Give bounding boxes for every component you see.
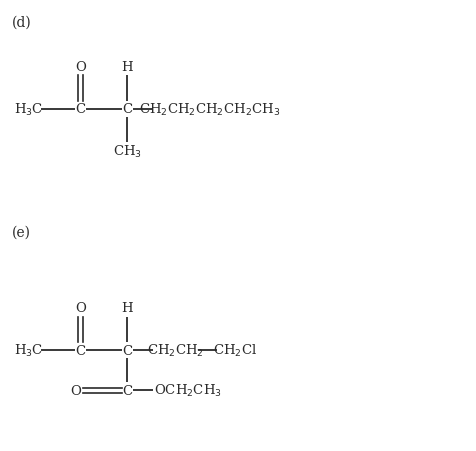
Text: C: C xyxy=(75,344,86,357)
Text: C: C xyxy=(122,344,132,357)
Text: (d): (d) xyxy=(12,16,32,30)
Text: C: C xyxy=(75,103,86,116)
Text: OCH$_2$CH$_3$: OCH$_2$CH$_3$ xyxy=(154,382,222,398)
Text: CH$_2$CH$_2$CH$_2$CH$_2$CH$_3$: CH$_2$CH$_2$CH$_2$CH$_2$CH$_3$ xyxy=(139,101,280,118)
Text: CH$_3$: CH$_3$ xyxy=(113,144,142,160)
Text: (e): (e) xyxy=(12,226,31,239)
Text: O: O xyxy=(75,301,86,314)
Text: CH$_2$Cl: CH$_2$Cl xyxy=(213,342,257,358)
Text: C: C xyxy=(122,384,132,397)
Text: O: O xyxy=(75,61,86,74)
Text: H: H xyxy=(122,301,133,314)
Text: H$_3$C: H$_3$C xyxy=(14,342,43,358)
Text: CH$_2$CH$_2$: CH$_2$CH$_2$ xyxy=(147,342,204,358)
Text: H: H xyxy=(122,61,133,74)
Text: O: O xyxy=(70,384,81,397)
Text: H$_3$C: H$_3$C xyxy=(14,101,43,118)
Text: C: C xyxy=(122,103,132,116)
